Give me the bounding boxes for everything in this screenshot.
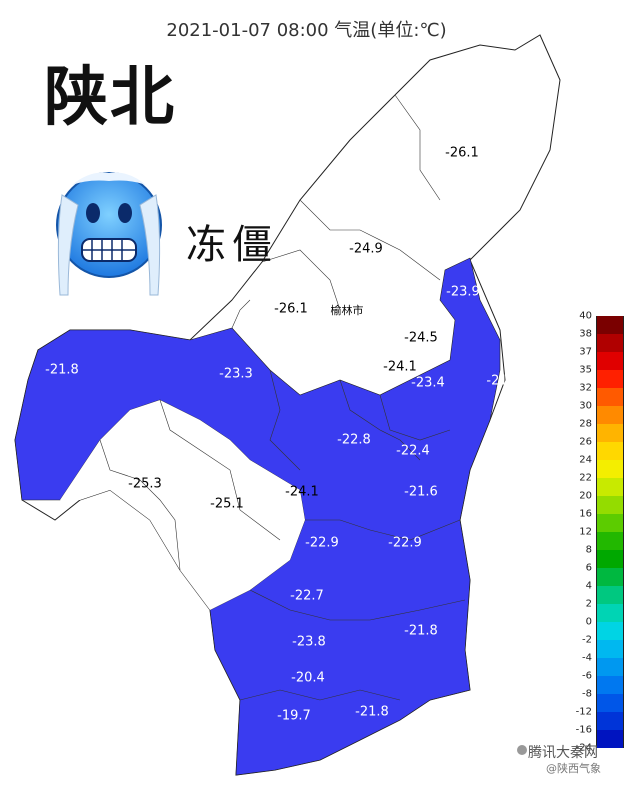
legend-color-cell [596,478,624,496]
legend-color-cell [596,604,624,622]
legend-color-cell [596,658,624,676]
legend-color-cell [596,514,624,532]
map-title: 2021-01-07 08:00 气温(单位:℃) [166,20,447,41]
temperature-reading: -25.1 [210,496,244,512]
watermark-name: 腾讯大秦网 [528,745,598,761]
legend-color-cell [596,424,624,442]
caption-frozen: 冻僵 [186,222,278,268]
legend-tick-label: 2 [585,598,592,610]
legend-tick-label: -4 [582,652,592,664]
legend-color-cell [596,460,624,478]
temperature-reading: -22.9 [388,535,422,551]
legend-tick-label: 0 [585,616,592,628]
legend-color-cell [596,676,624,694]
legend-color-cell [596,640,624,658]
legend-tick-label: 30 [579,400,592,412]
legend-color-cell [596,712,624,730]
legend-tick-label: 35 [579,364,592,376]
legend-color-cell [596,370,624,388]
legend-tick-label: -16 [575,724,592,736]
legend-color-cell [596,730,624,748]
legend-tick-label: -6 [582,670,592,682]
legend-tick-label: -24 [575,742,592,754]
temperature-reading: -21.6 [404,484,438,500]
legend-tick-label: 6 [585,562,592,574]
temperature-reading: -19.7 [277,708,311,724]
temperature-reading: -23.3 [219,366,253,382]
legend-color-cell [596,586,624,604]
legend-tick-label: 28 [579,418,592,430]
legend-color-cell [596,550,624,568]
legend-tick-label: 32 [579,382,592,394]
legend-color-cell [596,496,624,514]
legend-color-cell [596,694,624,712]
temperature-reading: -21.8 [355,704,389,720]
legend-tick-label: 4 [585,580,592,592]
temperature-reading: -23.4 [411,375,445,391]
unshaded-zone-west [60,400,305,610]
temperature-reading: -20.4 [291,670,325,686]
temperature-reading: -23.8 [292,634,326,650]
legend-tick-label: 40 [579,310,592,322]
temperature-reading: -25.3 [128,476,162,492]
temperature-reading: -21 [486,373,508,389]
county-borders [99,94,466,701]
temperature-reading: -22.7 [290,588,324,604]
legend-tick-label: -2 [582,634,592,646]
watermark-sub: @陕西气象 [546,762,601,775]
temperature-reading: -21.8 [45,362,79,378]
legend-color-cell [596,622,624,640]
temperature-reading: -26.1 [445,145,479,161]
city-label: 榆林市 [330,304,364,317]
legend-color-cell [596,442,624,460]
weibo-icon [517,745,527,755]
temperature-reading: -22.8 [337,432,371,448]
temperature-reading: -26.1 [274,301,308,317]
temperature-reading: -24.1 [383,359,417,375]
temperature-reading: -22.9 [305,535,339,551]
legend-color-cell [596,334,624,352]
legend-tick-label: 16 [579,508,592,520]
region-title: 陕北 [44,61,176,135]
temperature-reading: -24.9 [349,241,383,257]
temperature-reading: -22.4 [396,443,430,459]
legend-tick-label: -12 [575,706,592,718]
legend-tick-label: 22 [579,472,592,484]
legend-tick-label: 8 [585,544,592,556]
temperature-reading: -21.8 [404,623,438,639]
legend-tick-label: 38 [579,328,592,340]
legend-tick-label: 24 [579,454,592,466]
temperature-reading: -24.5 [404,330,438,346]
legend-tick-label: 26 [579,436,592,448]
temperature-reading: -23.9 [446,284,480,300]
cold-face-icon [56,172,162,296]
legend-color-cell [596,316,624,334]
legend-tick-label: -8 [582,688,592,700]
legend-tick-label: 12 [579,526,592,538]
legend-color-cell [596,532,624,550]
city-label: 延安市 [256,552,290,565]
legend-color-cell [596,388,624,406]
legend-color-cell [596,568,624,586]
legend-tick-label: 20 [579,490,592,502]
legend-color-cell [596,352,624,370]
temperature-reading: -24.1 [285,484,319,500]
legend-color-cell [596,406,624,424]
legend-tick-label: 37 [579,346,592,358]
